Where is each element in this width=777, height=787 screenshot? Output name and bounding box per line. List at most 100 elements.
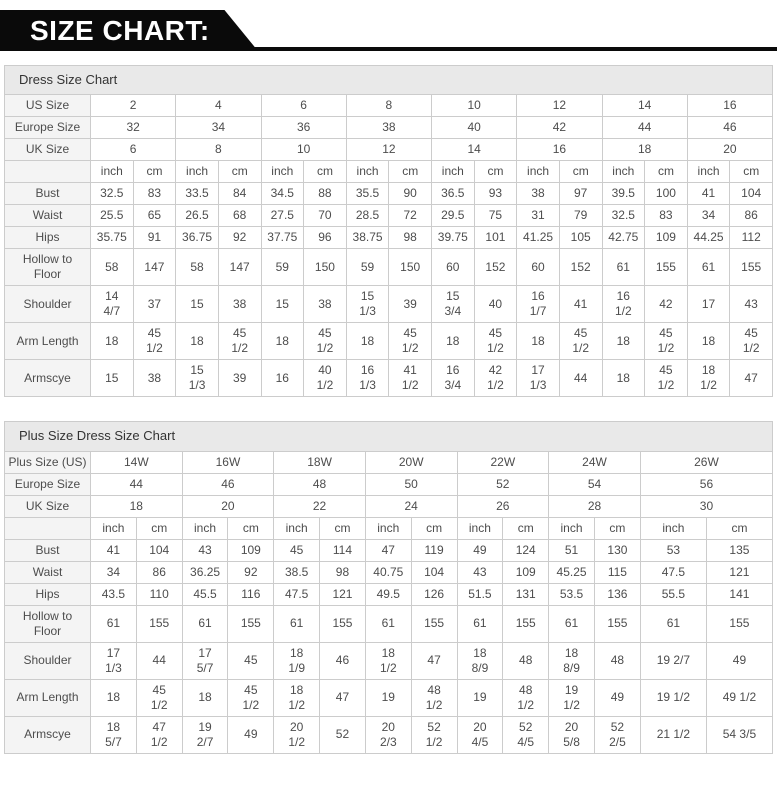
- row-label-text: Europe Size: [14, 476, 81, 491]
- measurement-cell: 55.5: [639, 582, 707, 606]
- measurement-cell: 41: [686, 182, 731, 206]
- size-cell: 12: [516, 94, 603, 118]
- measurement-row: Hips 35.75 91 36.75 92 37.75 96 38.75 98 39.75 101…: [4, 226, 773, 250]
- row-label: Europe Size: [4, 472, 91, 496]
- row-label-text: Waist: [32, 208, 63, 223]
- measurement-cell: 48 1/2: [410, 678, 458, 717]
- dress-size-chart-table: Dress Size Chart US Size 2 4 6 8 10 12 14 16 Europ…: [4, 64, 774, 398]
- measurement-cell: 52: [319, 715, 366, 754]
- row-label-text: Hips: [35, 230, 60, 245]
- unit-header-cell: inch: [639, 516, 707, 540]
- measurement-cell: 16 3/4: [431, 359, 475, 398]
- measurement-cell: 18: [345, 322, 390, 361]
- measurement-cell: 41: [558, 285, 603, 324]
- measurement-cell: 104: [135, 538, 183, 562]
- measurement-cell: 19: [364, 678, 412, 717]
- size-row: UK Size 18 20 22 24 26 28 30: [4, 494, 774, 518]
- measurement-cell: 61: [456, 604, 504, 643]
- measurement-cell: 42.75: [601, 226, 646, 250]
- measurement-cell: 51: [548, 538, 595, 562]
- measurement-cell: 39: [217, 359, 262, 398]
- measurement-cell: 38: [516, 182, 560, 206]
- measurement-cell: 155: [410, 604, 458, 643]
- measurement-cell: 40.75: [364, 560, 412, 584]
- measurement-cell: 31: [516, 204, 560, 228]
- measurement-cell: 18: [260, 322, 305, 361]
- measurement-row: Hollow to Floor 58 147 58 147 59 150 59 150 60 152…: [4, 248, 773, 287]
- measurement-cell: 40 1/2: [303, 359, 347, 398]
- measurement-cell: 39.5: [601, 182, 646, 206]
- measurement-cell: 45: [273, 538, 321, 562]
- measurement-cell: 155: [644, 248, 688, 287]
- measurement-cell: 152: [558, 248, 603, 287]
- unit-header-cell: inch: [181, 516, 229, 540]
- measurement-cell: 83: [644, 204, 688, 228]
- measurement-cell: 110: [135, 582, 183, 606]
- measurement-cell: 135: [705, 538, 774, 562]
- size-cell: 16: [686, 94, 774, 118]
- size-cell: 6: [260, 94, 347, 118]
- unit-header-cell: cm: [227, 516, 275, 540]
- measurement-cell: 18: [601, 359, 646, 398]
- measurement-cell: 47: [319, 678, 366, 717]
- measurement-cell: 36.75: [175, 226, 219, 250]
- measurement-cell: 28.5: [345, 204, 390, 228]
- measurement-cell: 15: [175, 285, 219, 324]
- measurement-cell: 42: [644, 285, 688, 324]
- measurement-cell: 86: [135, 560, 183, 584]
- row-label: Shoulder: [4, 641, 91, 680]
- unit-header-cell: cm: [644, 160, 688, 184]
- measurement-cell: 18 5/7: [90, 715, 137, 754]
- size-cell: 10: [430, 94, 518, 118]
- tables-area: Dress Size Chart US Size 2 4 6 8 10 12 14 16 Europ…: [0, 64, 777, 754]
- measurement-cell: 90: [388, 182, 432, 206]
- measurement-cell: 61: [686, 248, 731, 287]
- measurement-cell: 61: [601, 248, 646, 287]
- measurement-cell: 49: [456, 538, 504, 562]
- row-label-text: UK Size: [25, 142, 70, 157]
- row-label: Plus Size (US): [4, 450, 91, 474]
- measurement-cell: 47: [729, 359, 773, 398]
- size-cell: 50: [364, 472, 458, 496]
- measurement-cell: 18: [686, 322, 731, 361]
- row-label: [4, 516, 91, 540]
- measurement-cell: 109: [644, 226, 688, 250]
- measurement-cell: 88: [303, 182, 347, 206]
- size-row: Europe Size 32 34 36 38 40 42 44 46: [4, 116, 774, 140]
- size-cell: 6: [89, 138, 177, 162]
- measurement-cell: 15 1/3: [345, 285, 390, 324]
- measurement-cell: 45 1/2: [729, 322, 773, 361]
- measurement-cell: 39.75: [431, 226, 475, 250]
- measurement-cell: 121: [319, 582, 366, 606]
- row-label-text: Hollow to Floor: [22, 608, 73, 638]
- measurement-cell: 130: [593, 538, 641, 562]
- measurement-cell: 16 1/7: [516, 285, 560, 324]
- plus-size-dress-chart-table: Plus Size Dress Size Chart Plus Size (US)…: [4, 421, 774, 754]
- measurement-cell: 49.5: [364, 582, 412, 606]
- measurement-cell: 105: [558, 226, 603, 250]
- measurement-cell: 19 1/2: [639, 678, 707, 717]
- measurement-cell: 112: [729, 226, 773, 250]
- measurement-cell: 37.75: [260, 226, 305, 250]
- measurement-cell: 41.25: [516, 226, 560, 250]
- measurement-cell: 47.5: [639, 560, 707, 584]
- row-label: Europe Size: [4, 116, 91, 140]
- unit-header-cell: inch: [456, 516, 504, 540]
- measurement-cell: 100: [644, 182, 688, 206]
- measurement-cell: 109: [227, 538, 275, 562]
- size-cell: 20: [686, 138, 774, 162]
- size-row: UK Size 6 8 10 12 14 16 18 20: [4, 138, 774, 162]
- row-label-text: US Size: [25, 98, 70, 113]
- size-row: Europe Size 44 46 48 50 52 54 56: [4, 472, 774, 496]
- measurement-cell: 96: [303, 226, 347, 250]
- measurement-cell: 34: [686, 204, 731, 228]
- unit-header-cell: cm: [135, 516, 183, 540]
- unit-header-cell: inch: [90, 516, 137, 540]
- measurement-cell: 44: [558, 359, 603, 398]
- unit-header-cell: cm: [410, 516, 458, 540]
- unit-header-cell: cm: [217, 160, 262, 184]
- measurement-cell: 43: [729, 285, 773, 324]
- measurement-cell: 41 1/2: [388, 359, 432, 398]
- size-cell: 20: [181, 494, 275, 518]
- size-cell: 8: [345, 94, 433, 118]
